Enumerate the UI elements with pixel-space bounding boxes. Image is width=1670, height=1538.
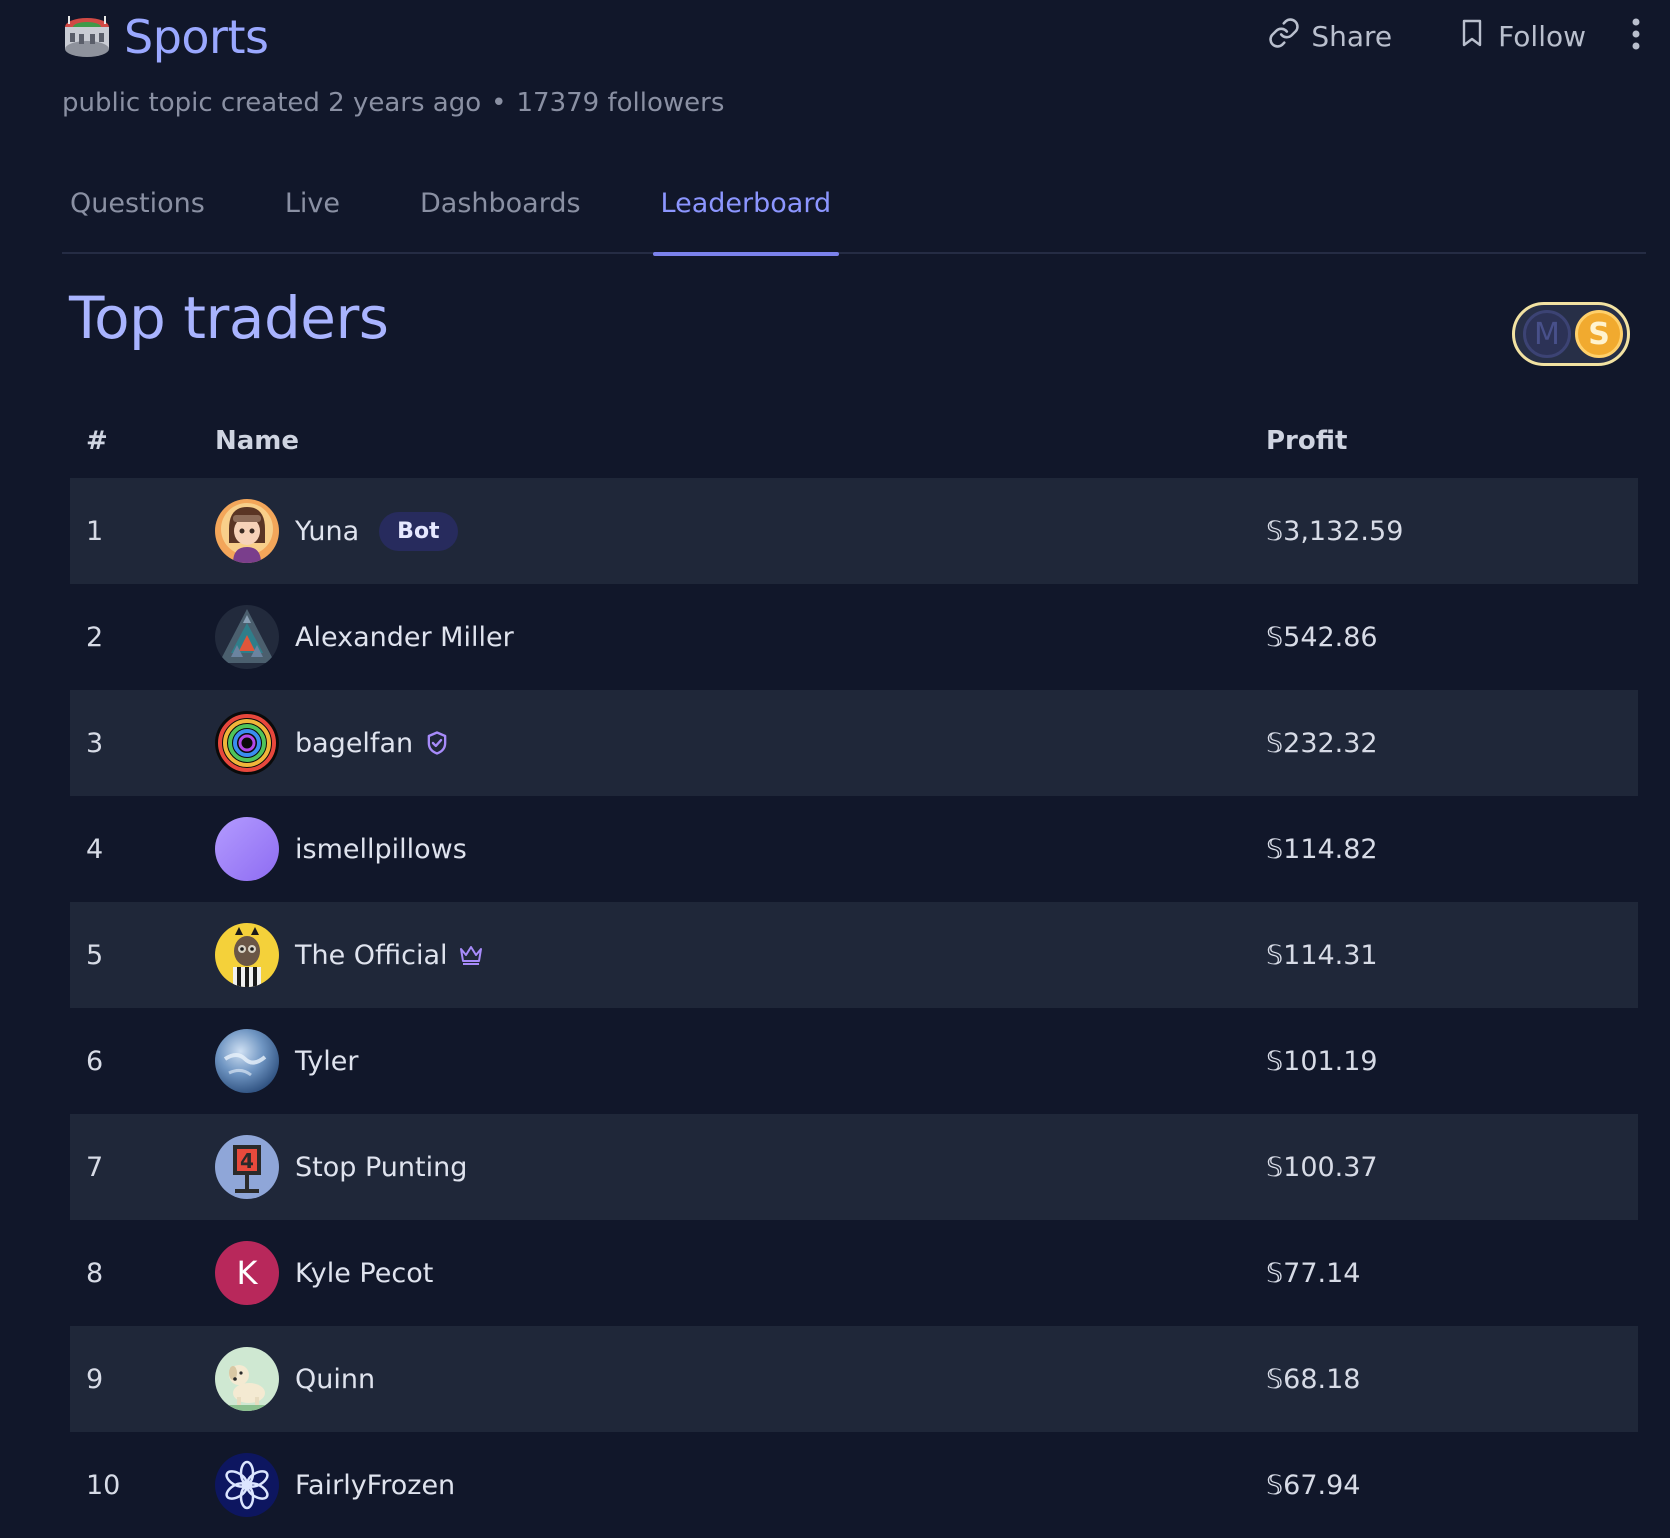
follower-count: 17379 followers (516, 88, 725, 118)
profit-cell: 𝕊100.37 (1266, 1151, 1378, 1183)
scoreboard-avatar[interactable]: 4 (215, 1135, 279, 1199)
name-cell: Yuna Bot (215, 478, 458, 584)
profit-cell: 𝕊232.32 (1266, 727, 1378, 759)
topic-header: Sports public topic created 2 years ago •… (62, 0, 1642, 140)
page-title: Sports (124, 10, 269, 64)
table-row: 10 FairlyFrozen 𝕊67.94 (70, 1432, 1638, 1538)
topic-created: public topic created 2 years ago (62, 88, 482, 118)
link-icon (1267, 16, 1311, 57)
title-row: Sports (62, 6, 269, 68)
name-cell: ismellpillows (215, 796, 467, 902)
profit-cell: 𝕊68.18 (1266, 1363, 1361, 1395)
currency-toggle[interactable]: M S (1512, 302, 1630, 366)
stadium-icon (62, 13, 124, 61)
topic-tabs: Questions Live Dashboards Leaderboard (62, 170, 1646, 256)
table-row: 3 bagelfan 𝕊232. (70, 690, 1638, 796)
table-row: 2 Alexander Miller 𝕊542.86 (70, 584, 1638, 690)
trader-name[interactable]: Stop Punting (295, 1151, 468, 1183)
leaderboard-title: Top traders (69, 284, 389, 352)
name-cell: The Official (215, 902, 484, 1008)
dog-avatar[interactable] (215, 1347, 279, 1411)
follow-button[interactable]: Follow (1456, 16, 1586, 57)
tab-live[interactable]: Live (284, 188, 340, 219)
header-actions: Share Follow (1203, 10, 1642, 62)
svg-text:4: 4 (240, 1149, 254, 1173)
more-options-button[interactable] (1630, 16, 1642, 56)
profit-cell: 𝕊101.19 (1266, 1045, 1378, 1077)
share-label: Share (1311, 19, 1393, 53)
name-cell: Quinn (215, 1326, 375, 1432)
trader-name[interactable]: bagelfan (295, 727, 414, 759)
mana-coin-icon: M (1523, 310, 1571, 358)
purple-circle-avatar[interactable] (215, 817, 279, 881)
bot-badge: Bot (379, 511, 458, 551)
share-button[interactable]: Share (1267, 16, 1392, 57)
rainbow-spiral-avatar[interactable] (215, 711, 279, 775)
name-cell: Tyler (215, 1008, 358, 1114)
trader-name[interactable]: The Official (295, 939, 448, 971)
rank-cell: 1 (86, 515, 104, 547)
profit-cell: 𝕊542.86 (1266, 621, 1378, 653)
table-row: 9 Quinn 𝕊68.18 (70, 1326, 1638, 1432)
follow-label: Follow (1498, 19, 1586, 53)
profit-cell: 𝕊67.94 (1266, 1469, 1361, 1501)
name-cell: Alexander Miller (215, 584, 514, 690)
shield-check-icon (423, 729, 451, 757)
table-row: 4 ismellpillows 𝕊114.82 (70, 796, 1638, 902)
table-row: 7 4 Stop Punting 𝕊100.37 (70, 1114, 1638, 1220)
snowflake-avatar[interactable] (215, 1453, 279, 1517)
column-header-name: Name (215, 426, 300, 456)
rank-cell: 7 (86, 1151, 104, 1183)
rank-cell: 6 (86, 1045, 104, 1077)
trader-name[interactable]: FairlyFrozen (295, 1469, 456, 1501)
table-row: 8 K Kyle Pecot 𝕊77.14 (70, 1220, 1638, 1326)
rank-cell: 10 (86, 1469, 121, 1501)
referee-avatar[interactable] (215, 923, 279, 987)
triangle-pattern-avatar[interactable] (215, 605, 279, 669)
name-cell: 4 Stop Punting (215, 1114, 467, 1220)
trader-name[interactable]: Quinn (295, 1363, 376, 1395)
trader-name[interactable]: ismellpillows (295, 833, 467, 865)
bookmark-icon (1456, 16, 1498, 57)
rank-cell: 3 (86, 727, 104, 759)
tab-leaderboard[interactable]: Leaderboard (652, 170, 840, 256)
trader-name[interactable]: Kyle Pecot (295, 1257, 434, 1289)
table-row: 1 Yuna Bot 𝕊3,132.59 (70, 478, 1638, 584)
tab-dashboards[interactable]: Dashboards (419, 188, 581, 219)
earth-avatar[interactable] (215, 1029, 279, 1093)
name-cell: FairlyFrozen (215, 1432, 455, 1538)
name-cell: bagelfan (215, 690, 451, 796)
table-header: # Name Profit (70, 412, 1638, 478)
meta-separator: • (491, 88, 507, 118)
trader-name[interactable]: Yuna (295, 515, 360, 547)
name-cell: K Kyle Pecot (215, 1220, 433, 1326)
anime-girl-avatar[interactable] (215, 499, 279, 563)
column-header-profit: Profit (1266, 426, 1348, 456)
profit-cell: 𝕊3,132.59 (1266, 515, 1404, 547)
table-row: 6 Tyler 𝕊101.19 (70, 1008, 1638, 1114)
profit-cell: 𝕊114.82 (1266, 833, 1378, 865)
rank-cell: 5 (86, 939, 104, 971)
letter-avatar[interactable]: K (215, 1241, 279, 1305)
rank-cell: 9 (86, 1363, 104, 1395)
profit-cell: 𝕊77.14 (1266, 1257, 1361, 1289)
profit-cell: 𝕊114.31 (1266, 939, 1378, 971)
trader-name[interactable]: Tyler (295, 1045, 359, 1077)
sweepcash-coin-icon: S (1575, 310, 1623, 358)
more-vertical-icon (1630, 16, 1642, 56)
crown-icon (458, 943, 484, 967)
rank-cell: 8 (86, 1257, 104, 1289)
trader-name[interactable]: Alexander Miller (295, 621, 514, 653)
tab-questions[interactable]: Questions (70, 188, 205, 219)
column-header-rank: # (86, 426, 108, 456)
topic-meta: public topic created 2 years ago • 17379 f… (62, 88, 724, 118)
rank-cell: 4 (86, 833, 104, 865)
table-row: 5 The Official (70, 902, 1638, 1008)
rank-cell: 2 (86, 621, 104, 653)
leaderboard-table: # Name Profit 1 Yuna Bot 𝕊3,132 (70, 412, 1638, 1538)
